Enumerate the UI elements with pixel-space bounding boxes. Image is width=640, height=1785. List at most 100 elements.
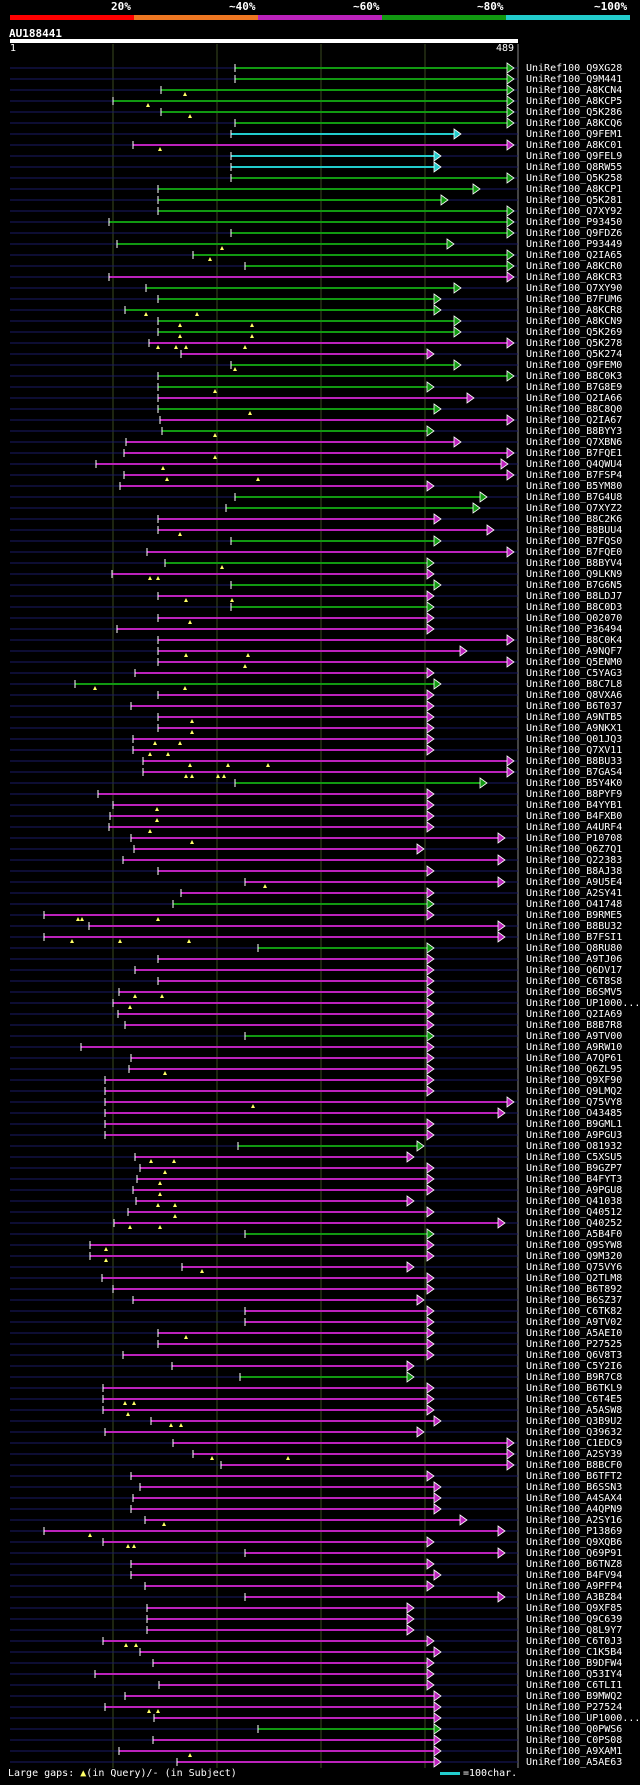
hit-label[interactable]: UniRef100_Q5K278 <box>526 338 623 349</box>
hit-label[interactable]: UniRef100_B9GZP7 <box>526 1163 623 1174</box>
hit-label[interactable]: UniRef100_Q2IA65 <box>526 250 623 261</box>
hit-label[interactable]: UniRef100_O43485 <box>526 1108 623 1119</box>
hit-label[interactable]: UniRef100_Q7XY90 <box>526 283 623 294</box>
hit-label[interactable]: UniRef100_Q5K286 <box>526 107 623 118</box>
hit-label[interactable]: UniRef100_Q9FEL9 <box>526 151 623 162</box>
hit-label[interactable]: UniRef100_A9TV02 <box>526 1317 623 1328</box>
hit-label[interactable]: UniRef100_B8BYV4 <box>526 558 623 569</box>
hit-label[interactable]: UniRef100_B8C7L8 <box>526 679 623 690</box>
hit-label[interactable]: UniRef100_A9U5E4 <box>526 877 623 888</box>
hit-label[interactable]: UniRef100_Q9LMQ2 <box>526 1086 623 1097</box>
hit-label[interactable]: UniRef100_Q75VY6 <box>526 1262 623 1273</box>
hit-label[interactable]: UniRef100_Q7XY92 <box>526 206 623 217</box>
hit-label[interactable]: UniRef100_Q8RU80 <box>526 943 623 954</box>
hit-label[interactable]: UniRef100_B7G6N5 <box>526 580 623 591</box>
hit-label[interactable]: UniRef100_Q8VXA6 <box>526 690 623 701</box>
hit-label[interactable]: UniRef100_B7G8E9 <box>526 382 623 393</box>
hit-label[interactable]: UniRef100_Q5K281 <box>526 195 623 206</box>
hit-label[interactable]: UniRef100_P36494 <box>526 624 623 635</box>
hit-label[interactable]: UniRef100_C6TK82 <box>526 1306 623 1317</box>
hit-label[interactable]: UniRef100_A5AE63 <box>526 1757 623 1768</box>
hit-label[interactable]: UniRef100_Q9FDZ6 <box>526 228 623 239</box>
hit-label[interactable]: UniRef100_Q75VY8 <box>526 1097 623 1108</box>
hit-label[interactable]: UniRef100_B7FSP4 <box>526 470 623 481</box>
hit-label[interactable]: UniRef100_B4FYT3 <box>526 1174 623 1185</box>
hit-label[interactable]: UniRef100_B8LDJ7 <box>526 591 623 602</box>
hit-label[interactable]: UniRef100_C5YAG3 <box>526 668 623 679</box>
hit-label[interactable]: UniRef100_Q6ZL95 <box>526 1064 623 1075</box>
hit-label[interactable]: UniRef100_C5Y2I6 <box>526 1361 623 1372</box>
hit-label[interactable]: UniRef100_B6SSN3 <box>526 1482 623 1493</box>
hit-label[interactable]: UniRef100_B8BUU4 <box>526 525 623 536</box>
hit-label[interactable]: UniRef100_A2SY16 <box>526 1515 623 1526</box>
hit-label[interactable]: UniRef100_B8B7R8 <box>526 1020 623 1031</box>
hit-label[interactable]: UniRef100_B7FQS0 <box>526 536 623 547</box>
hit-label[interactable]: UniRef100_UP1000... <box>526 998 640 1009</box>
hit-label[interactable]: UniRef100_Q5K258 <box>526 173 623 184</box>
hit-label[interactable]: UniRef100_P93449 <box>526 239 623 250</box>
hit-label[interactable]: UniRef100_Q7XBN6 <box>526 437 623 448</box>
hit-label[interactable]: UniRef100_B9MWQ2 <box>526 1691 623 1702</box>
hit-label[interactable]: UniRef100_A8KCQ6 <box>526 118 623 129</box>
hit-label[interactable]: UniRef100_Q2IA69 <box>526 1009 623 1020</box>
hit-label[interactable]: UniRef100_B8C8Q0 <box>526 404 623 415</box>
hit-label[interactable]: UniRef100_A7QP61 <box>526 1053 623 1064</box>
hit-label[interactable]: UniRef100_A9PGU3 <box>526 1130 623 1141</box>
hit-label[interactable]: UniRef100_B8PYF9 <box>526 789 623 800</box>
hit-label[interactable]: UniRef100_B8AJ38 <box>526 866 623 877</box>
hit-label[interactable]: UniRef100_P93450 <box>526 217 623 228</box>
hit-label[interactable]: UniRef100_Q39632 <box>526 1427 623 1438</box>
hit-label[interactable]: UniRef100_UP1000... <box>526 1713 640 1724</box>
hit-label[interactable]: UniRef100_B7FUM6 <box>526 294 623 305</box>
hit-label[interactable]: UniRef100_C6T0J3 <box>526 1636 623 1647</box>
hit-label[interactable]: UniRef100_B8BYY3 <box>526 426 623 437</box>
hit-label[interactable]: UniRef100_Q01JQ3 <box>526 734 623 745</box>
hit-label[interactable]: UniRef100_B4FV94 <box>526 1570 623 1581</box>
hit-label[interactable]: UniRef100_B6T892 <box>526 1284 623 1295</box>
hit-label[interactable]: UniRef100_A5ASW8 <box>526 1405 623 1416</box>
hit-label[interactable]: UniRef100_Q9XF90 <box>526 1075 623 1086</box>
hit-label[interactable]: UniRef100_B4YYB1 <box>526 800 623 811</box>
hit-label[interactable]: UniRef100_A9PGU8 <box>526 1185 623 1196</box>
hit-label[interactable]: UniRef100_B9DFW4 <box>526 1658 623 1669</box>
hit-label[interactable]: UniRef100_Q9XG28 <box>526 63 623 74</box>
hit-label[interactable]: UniRef100_C5XSU5 <box>526 1152 623 1163</box>
hit-label[interactable]: UniRef100_B7FSI1 <box>526 932 623 943</box>
hit-label[interactable]: UniRef100_B5Y4K0 <box>526 778 623 789</box>
hit-label[interactable]: UniRef100_Q9LKN9 <box>526 569 623 580</box>
hit-label[interactable]: UniRef100_A8KCR3 <box>526 272 623 283</box>
hit-label[interactable]: UniRef100_A4URF4 <box>526 822 623 833</box>
hit-label[interactable]: UniRef100_Q9FEM1 <box>526 129 623 140</box>
hit-label[interactable]: UniRef100_Q22383 <box>526 855 623 866</box>
hit-label[interactable]: UniRef100_Q5K269 <box>526 327 623 338</box>
hit-label[interactable]: UniRef100_B6TKL9 <box>526 1383 623 1394</box>
hit-label[interactable]: UniRef100_A8KCP5 <box>526 96 623 107</box>
hit-label[interactable]: UniRef100_A4QPN9 <box>526 1504 623 1515</box>
hit-label[interactable]: UniRef100_A9TJ06 <box>526 954 623 965</box>
hit-label[interactable]: UniRef100_A9NKX1 <box>526 723 623 734</box>
hit-label[interactable]: UniRef100_A9NQF7 <box>526 646 623 657</box>
hit-label[interactable]: UniRef100_A8KCR8 <box>526 305 623 316</box>
hit-label[interactable]: UniRef100_Q40252 <box>526 1218 623 1229</box>
hit-label[interactable]: UniRef100_A2SY41 <box>526 888 623 899</box>
hit-label[interactable]: UniRef100_A2SY39 <box>526 1449 623 1460</box>
hit-label[interactable]: UniRef100_B8BU33 <box>526 756 623 767</box>
hit-label[interactable]: UniRef100_B5YM80 <box>526 481 623 492</box>
hit-label[interactable]: UniRef100_Q3B9U2 <box>526 1416 623 1427</box>
hit-label[interactable]: UniRef100_Q6V8T3 <box>526 1350 623 1361</box>
hit-label[interactable]: UniRef100_A8KCP1 <box>526 184 623 195</box>
hit-label[interactable]: UniRef100_Q9C639 <box>526 1614 623 1625</box>
hit-label[interactable]: UniRef100_A9PFP4 <box>526 1581 623 1592</box>
hit-label[interactable]: UniRef100_C0PS08 <box>526 1735 623 1746</box>
hit-label[interactable]: UniRef100_Q0PWS6 <box>526 1724 623 1735</box>
hit-label[interactable]: UniRef100_Q7XYZ2 <box>526 503 623 514</box>
hit-label[interactable]: UniRef100_Q02070 <box>526 613 623 624</box>
hit-label[interactable]: UniRef100_A5AEI0 <box>526 1328 623 1339</box>
hit-label[interactable]: UniRef100_Q69P91 <box>526 1548 623 1559</box>
hit-label[interactable]: UniRef100_B6TNZ8 <box>526 1559 623 1570</box>
hit-label[interactable]: UniRef100_B8BCF0 <box>526 1460 623 1471</box>
hit-label[interactable]: UniRef100_C1K5B4 <box>526 1647 623 1658</box>
hit-label[interactable]: UniRef100_B8C2K6 <box>526 514 623 525</box>
hit-label[interactable]: UniRef100_B8C0K4 <box>526 635 623 646</box>
hit-label[interactable]: UniRef100_P10708 <box>526 833 623 844</box>
